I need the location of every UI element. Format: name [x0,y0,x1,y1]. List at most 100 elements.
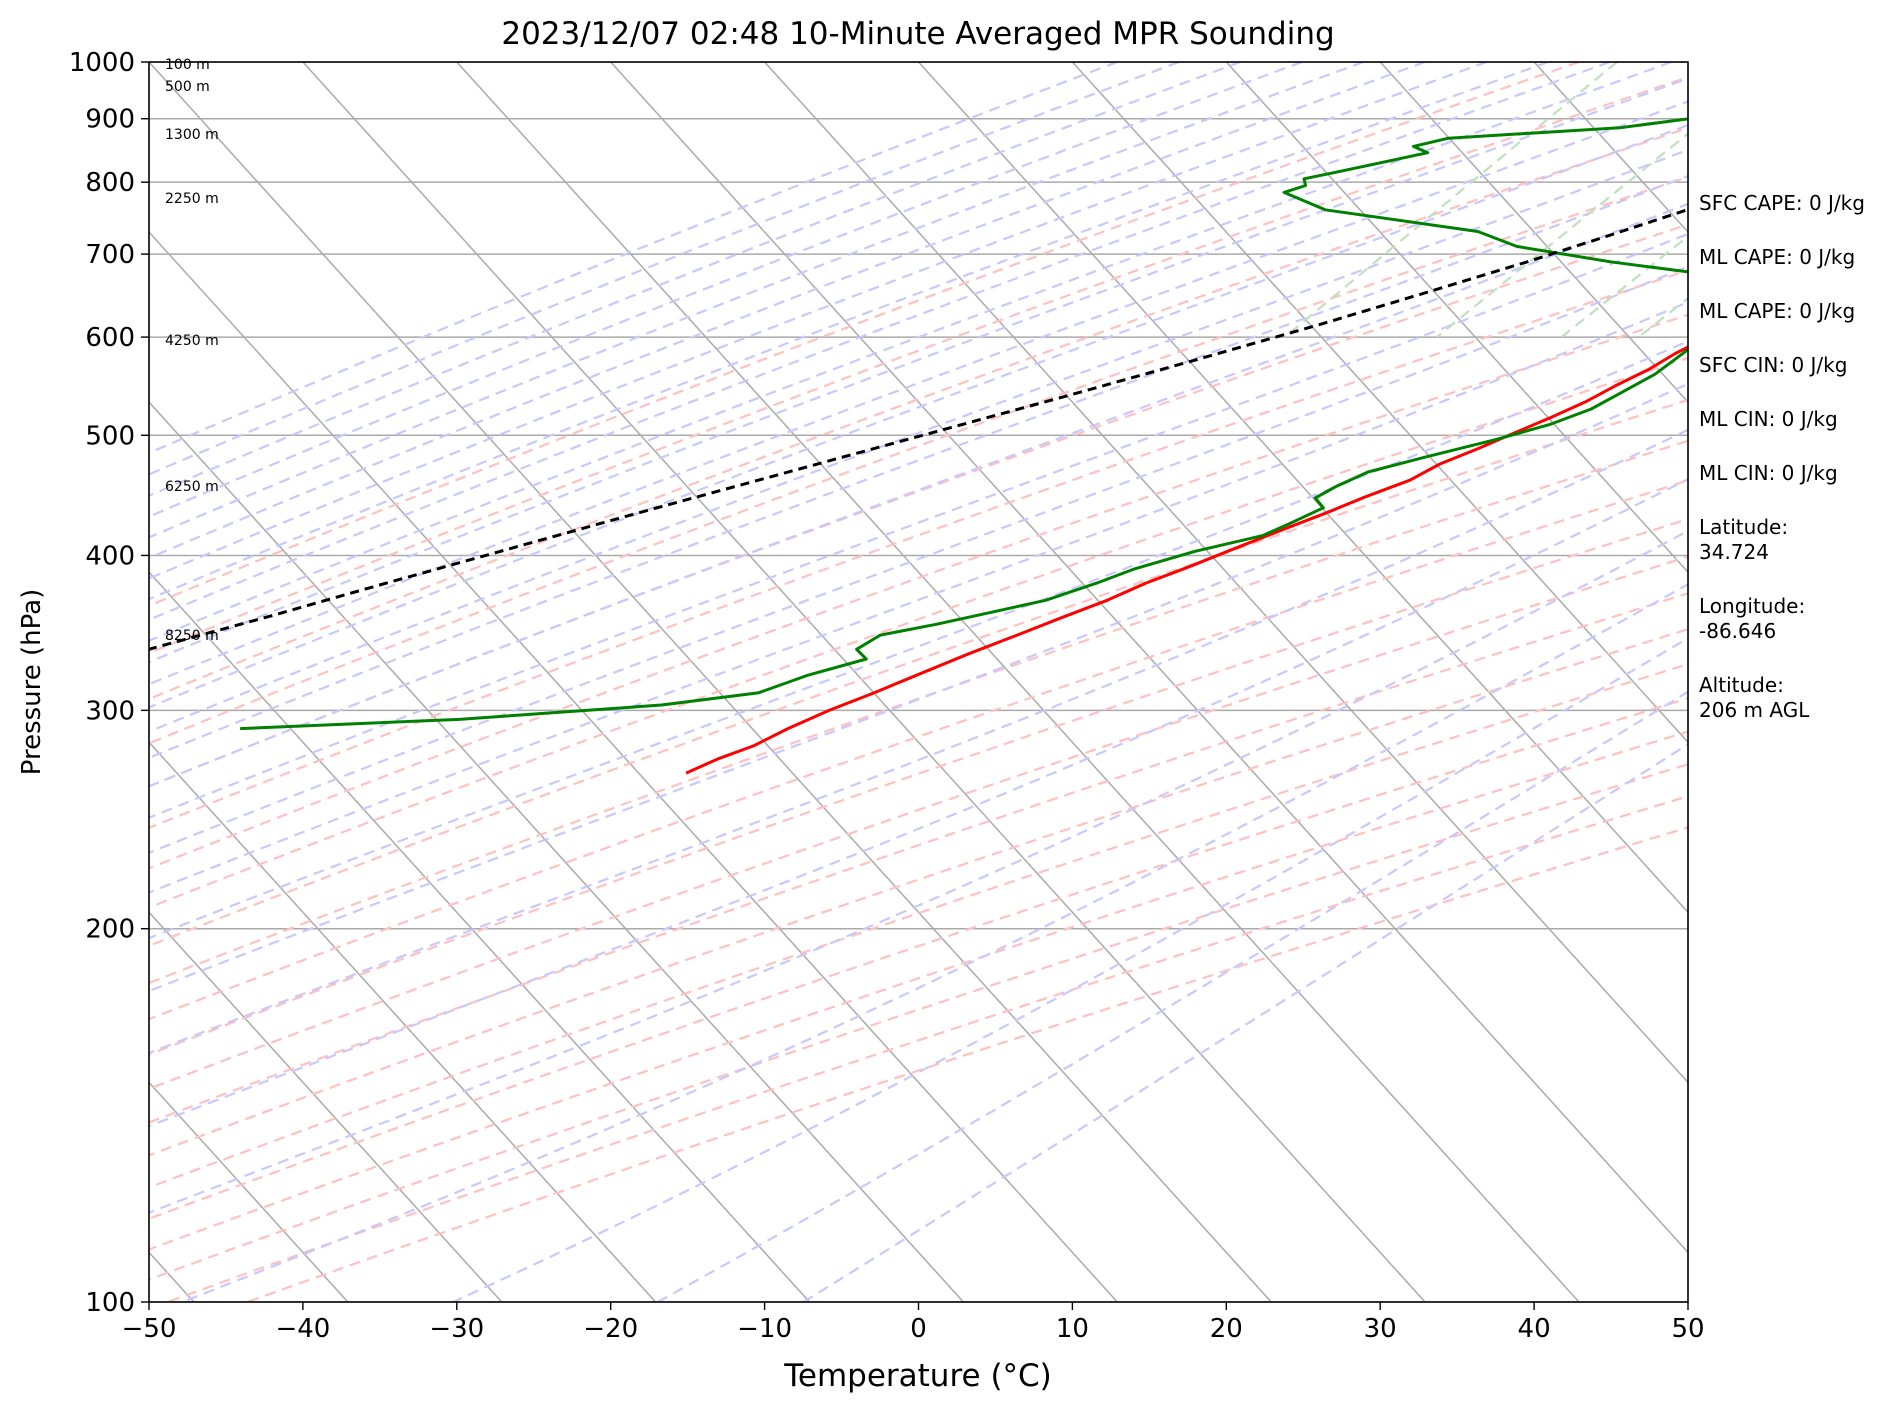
x-tick-label: 20 [1210,1314,1243,1344]
height-label: 100 m [165,57,210,73]
axis-ticks: −50 −40 −30 −20 −10 0 10 20 30 40 50 100 200 300 400 50… [69,48,1705,1344]
y-tick-label: 100 [85,1288,135,1318]
y-tick-label: 1000 [69,48,135,78]
moist-adiabat-line [149,148,1688,733]
annotation-text: Altitude: 206 m AGL [1699,673,1810,722]
mixing-ratio-line [1436,132,1688,338]
annotation-text: Latitude: 34.724 [1699,515,1788,564]
isotherm-line [610,62,1688,1254]
plot-background [149,62,1688,1302]
isotherm-line [1071,62,1688,744]
annotation-line: ML CAPE: 0 J/kg [1699,299,1855,323]
annotation-text: ML CAPE: 0 J/kg [1699,245,1855,269]
mixing-ratio-line [1284,62,1618,338]
y-tick-label: 900 [85,105,135,135]
annotation-text: ML CAPE: 0 J/kg [1699,299,1855,323]
annotation-text: ML CIN: 0 J/kg [1699,407,1838,431]
height-label: 4250 m [165,333,219,349]
y-tick-label: 700 [85,240,135,270]
x-tick-label: 10 [1056,1314,1089,1344]
x-tick-label: 50 [1671,1314,1704,1344]
y-tick-label: 300 [85,696,135,726]
y-tick-label: 400 [85,541,135,571]
dry-adiabat-line [149,75,1688,655]
x-tick-label: 40 [1518,1314,1551,1344]
isotherm-line [149,1081,349,1302]
annotation-text: ML CIN: 0 J/kg [1699,461,1838,485]
annotation-line: Latitude: [1699,515,1788,539]
dry-adiabat-line [149,126,1688,701]
isotherm-line [149,230,1118,1302]
moist-adiabat-line [149,77,1688,664]
temperature-profile-line [685,345,1688,775]
annotation-line: ML CAPE: 0 J/kg [1699,245,1855,269]
moist-adiabat-line [802,742,1688,1302]
dry-adiabat-line [167,795,1688,1302]
isotherm-line [1225,62,1688,574]
moist-adiabat-line [657,690,1688,1302]
annotation-line: 206 m AGL [1699,698,1810,722]
y-tick-label: 600 [85,323,135,353]
height-label: 6250 m [165,479,219,495]
moist-adiabat-line [149,62,1241,497]
y-axis-label: Pressure (hPa) [17,589,47,776]
moist-adiabat-line [149,340,1688,940]
height-label: 1300 m [165,127,219,143]
dry-adiabat-line [149,439,1688,985]
height-label: 500 m [165,79,210,95]
y-tick-label: 200 [85,915,135,945]
mixing-ratio-line [1560,234,1688,338]
x-tick-label: −50 [122,1314,177,1344]
dry-adiabat-line [149,763,1688,1281]
x-tick-label: −20 [583,1314,638,1344]
x-axis-label: Temperature (°C) [783,1358,1052,1394]
annotation-line: SFC CAPE: 0 J/kg [1699,191,1865,215]
moist-adiabat-line [149,529,1688,1214]
moist-adiabat-line [149,232,1688,819]
dry-adiabat-line [149,517,1688,1056]
annotation-line: Altitude: [1699,673,1784,697]
moist-adiabat-line [149,300,1688,894]
chart-title: 2023/12/07 02:48 10-Minute Averaged MPR … [501,16,1334,52]
annotation-line: Longitude: [1699,594,1805,618]
annotation-text: SFC CIN: 0 J/kg [1699,353,1847,377]
dry-adiabat-line [149,555,1688,1091]
height-label: 8250 m [165,628,219,644]
moist-adiabat-line [149,62,1364,539]
dry-adiabat-line [149,398,1688,947]
sounding-annotations: SFC CAPE: 0 J/kg ML CAPE: 0 J/kg ML CAPE: … [1699,191,1865,722]
moist-adiabat-line [149,62,1426,560]
annotation-line: -86.646 [1699,619,1776,643]
isotherm-line [302,62,1426,1302]
annotation-text: Longitude: -86.646 [1699,594,1805,643]
annotation-line: ML CIN: 0 J/kg [1699,461,1838,485]
x-tick-label: 30 [1364,1314,1397,1344]
moist-adiabat-line [149,428,1688,1055]
x-tick-label: −40 [275,1314,330,1344]
dry-adiabat-line [149,628,1688,1157]
annotation-line: ML CIN: 0 J/kg [1699,407,1838,431]
moist-adiabat-line [149,62,1672,642]
dry-adiabat-line [149,223,1688,788]
isotherm-line [456,62,1580,1302]
y-tick-label: 800 [85,168,135,198]
isotherm-line [149,571,811,1302]
moist-adiabat-line [149,382,1688,993]
moist-adiabat-line [452,636,1688,1302]
dry-adiabat-line [149,62,1580,608]
dewpoint-profile-line [240,117,1688,731]
height-label: 2250 m [165,191,219,207]
dry-adiabat-line [149,269,1688,830]
moist-adiabat-line [149,477,1688,1128]
moist-adiabat-line [182,583,1688,1302]
dry-adiabat-line [149,313,1688,870]
moist-adiabat-line [149,62,1488,580]
moist-adiabat-line [149,62,1611,621]
moist-adiabat-line [149,62,1549,601]
isotherm-line [764,62,1688,1084]
annotation-text: SFC CAPE: 0 J/kg [1699,191,1865,215]
isotherm-line [149,741,657,1302]
isotherm-line [149,400,964,1302]
isotherm-line [149,911,503,1302]
